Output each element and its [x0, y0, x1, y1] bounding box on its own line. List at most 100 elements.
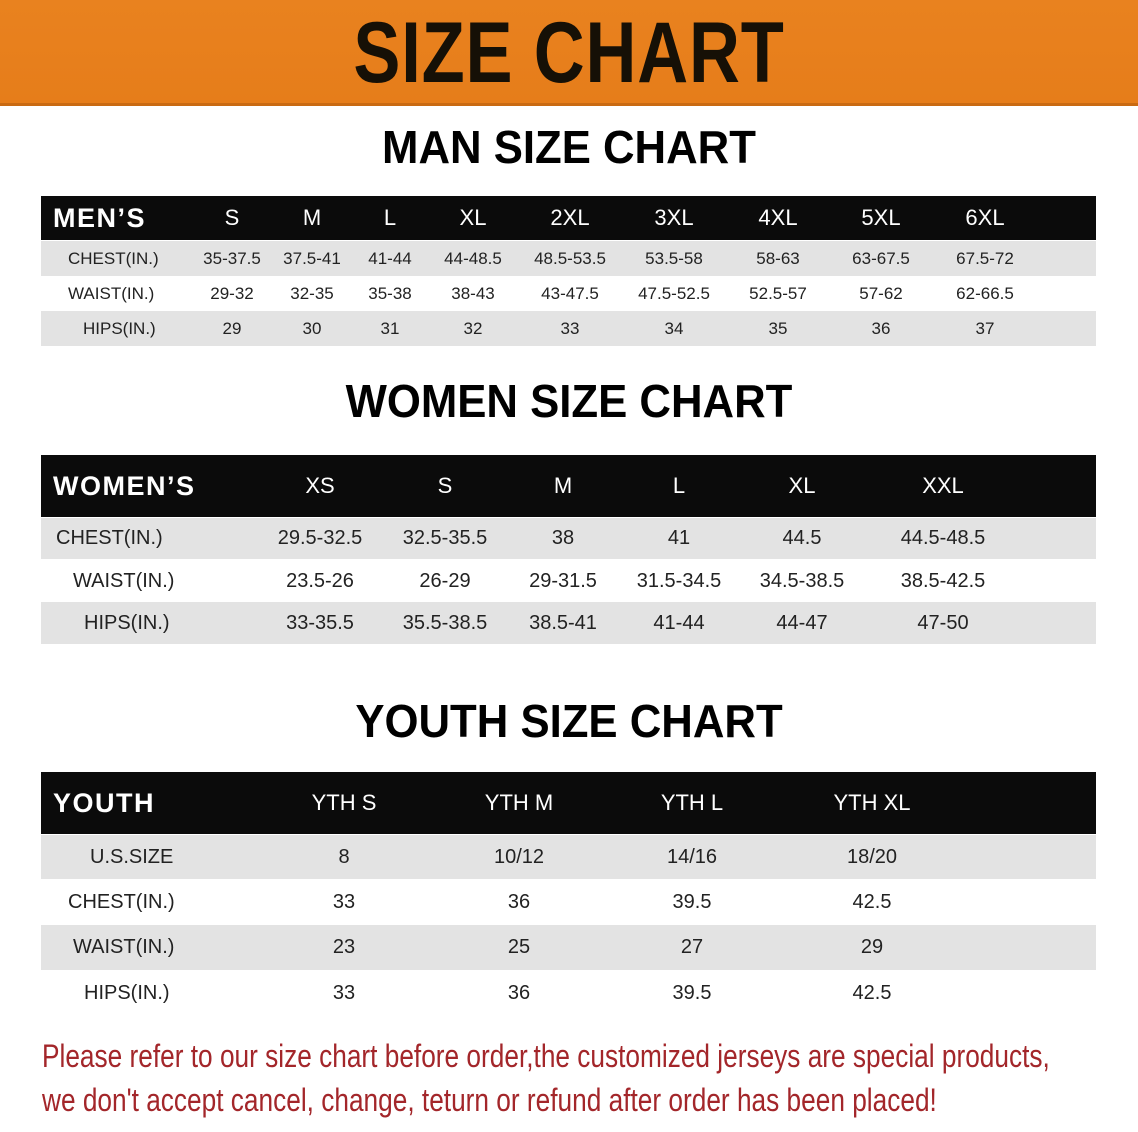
size-header: 6XL	[965, 205, 1005, 230]
row-label: HIPS(IN.)	[84, 611, 170, 634]
table-cell: 39.5	[672, 981, 712, 1004]
table-cell: 8	[338, 845, 350, 868]
size-header: XL	[788, 473, 816, 498]
table-row: U.S.SIZE 8 10/12 14/16 18/20	[41, 835, 1096, 879]
table-cell: 35	[768, 318, 788, 338]
size-header: S	[437, 473, 453, 498]
row-label: HIPS(IN.)	[83, 318, 156, 338]
men-section-title: MAN SIZE CHART	[382, 121, 756, 173]
size-header: L	[672, 473, 686, 498]
table-cell: 48.5-53.5	[534, 248, 606, 268]
table-cell: 37	[975, 318, 995, 338]
size-header: M	[302, 205, 322, 230]
table-cell: 26-29	[419, 569, 471, 592]
table-cell: 29-32	[210, 283, 254, 303]
table-row: WAIST(IN.) 23.5-26 26-29 29-31.5 31.5-34.5 34…	[41, 560, 1096, 602]
table-cell: 33	[332, 890, 356, 913]
table-cell: 58-63	[756, 248, 800, 268]
table-row: HIPS(IN.) 33 36 39.5 42.5	[41, 971, 1096, 1015]
table-cell: 47-50	[917, 611, 969, 634]
row-label: CHEST(IN.)	[68, 890, 175, 913]
row-label: WAIST(IN.)	[73, 569, 175, 592]
table-cell: 25	[507, 936, 531, 958]
table-cell: 33-35.5	[286, 611, 354, 634]
table-cell: 32	[463, 318, 483, 338]
row-label: HIPS(IN.)	[84, 981, 170, 1004]
row-label: U.S.SIZE	[90, 845, 174, 868]
table-cell: 62-66.5	[956, 283, 1014, 303]
table-cell: 27	[680, 936, 704, 958]
table-row: HIPS(IN.) 33-35.5 35.5-38.5 38.5-41 41-44 44-…	[41, 602, 1096, 644]
table-row: CHEST(IN.) 29.5-32.5 32.5-35.5 38 41 44.5 44.5…	[41, 518, 1096, 559]
table-corner-label: WOMEN’S	[53, 470, 196, 501]
table-cell: 44.5-48.5	[900, 527, 986, 549]
table-cell: 63-67.5	[852, 248, 910, 268]
table-cell: 34.5-38.5	[759, 569, 845, 592]
table-cell: 41	[667, 527, 691, 549]
table-cell: 33	[332, 981, 356, 1004]
size-header: 4XL	[758, 205, 798, 230]
table-cell: 43-47.5	[541, 283, 599, 303]
table-cell: 36	[507, 890, 531, 913]
row-label: CHEST(IN.)	[56, 527, 163, 549]
size-header: M	[553, 473, 573, 498]
table-cell: 30	[302, 318, 322, 338]
table-cell: 18/20	[846, 845, 898, 868]
table-cell: 57-62	[859, 283, 903, 303]
size-header: L	[383, 205, 397, 230]
table-row: WAIST(IN.) 29-32 32-35 35-38 38-43 43-47.5 47.…	[41, 276, 1096, 311]
table-corner-label: MEN’S	[53, 202, 147, 233]
table-cell: 14/16	[666, 845, 718, 868]
table-cell: 52.5-57	[749, 283, 807, 303]
table-corner-label: YOUTH	[53, 787, 155, 818]
table-cell: 38.5-41	[529, 611, 597, 634]
table-row: CHEST(IN.) 33 36 39.5 42.5	[41, 880, 1096, 924]
table-cell: 10/12	[493, 845, 545, 868]
banner: SIZE CHART	[0, 0, 1138, 106]
table-cell: 38.5-42.5	[900, 569, 986, 592]
header-row: YOUTH YTH S YTH M YTH L YTH XL	[41, 772, 1096, 834]
size-header: XXL	[922, 473, 964, 498]
table-cell: 31	[380, 318, 400, 338]
women-section-title: WOMEN SIZE CHART	[345, 375, 793, 427]
row-label: CHEST(IN.)	[68, 248, 159, 268]
table-cell: 41-44	[368, 248, 412, 268]
table-cell: 33	[560, 318, 580, 338]
notice-line-1: Please refer to our size chart before or…	[42, 1038, 1050, 1074]
header-row: MEN’S S M L XL 2XL 3XL 4XL 5XL 6XL	[41, 196, 1096, 240]
table-cell: 29	[860, 936, 884, 958]
table-cell: 36	[871, 318, 891, 338]
table-cell: 29-31.5	[529, 569, 597, 592]
size-header: 3XL	[654, 205, 694, 230]
table-cell: 23	[332, 936, 356, 958]
table-cell: 23.5-26	[286, 569, 354, 592]
size-header: XS	[305, 473, 335, 498]
table-cell: 44.5	[782, 527, 822, 549]
table-cell: 31.5-34.5	[636, 569, 722, 592]
table-cell: 44-48.5	[444, 248, 502, 268]
table-row: WAIST(IN.) 23 25 27 29	[41, 925, 1096, 970]
table-row: CHEST(IN.) 35-37.5 37.5-41 41-44 44-48.5 48.5…	[41, 241, 1096, 276]
table-cell: 29	[222, 318, 242, 338]
header-row: WOMEN’S XS S M L XL XXL	[41, 455, 1096, 517]
table-cell: 39.5	[672, 890, 712, 913]
table-cell: 38-43	[451, 283, 495, 303]
row-label: WAIST(IN.)	[73, 936, 175, 958]
table-cell: 29.5-32.5	[277, 527, 363, 549]
size-header: YTH XL	[833, 790, 911, 815]
table-cell: 32-35	[290, 283, 334, 303]
table-cell: 42.5	[852, 981, 892, 1004]
table-cell: 38	[551, 527, 575, 549]
size-header: YTH S	[311, 790, 377, 815]
row-label: WAIST(IN.)	[68, 283, 155, 303]
size-header: YTH L	[660, 790, 724, 815]
table-cell: 53.5-58	[645, 248, 703, 268]
table-cell: 35.5-38.5	[402, 611, 488, 634]
size-header: 2XL	[550, 205, 590, 230]
youth-section-title: YOUTH SIZE CHART	[355, 695, 783, 747]
table-cell: 36	[507, 981, 531, 1004]
size-header: S	[224, 205, 240, 230]
size-header: XL	[459, 205, 487, 230]
table-cell: 32.5-35.5	[402, 527, 488, 549]
table-cell: 41-44	[653, 611, 705, 634]
